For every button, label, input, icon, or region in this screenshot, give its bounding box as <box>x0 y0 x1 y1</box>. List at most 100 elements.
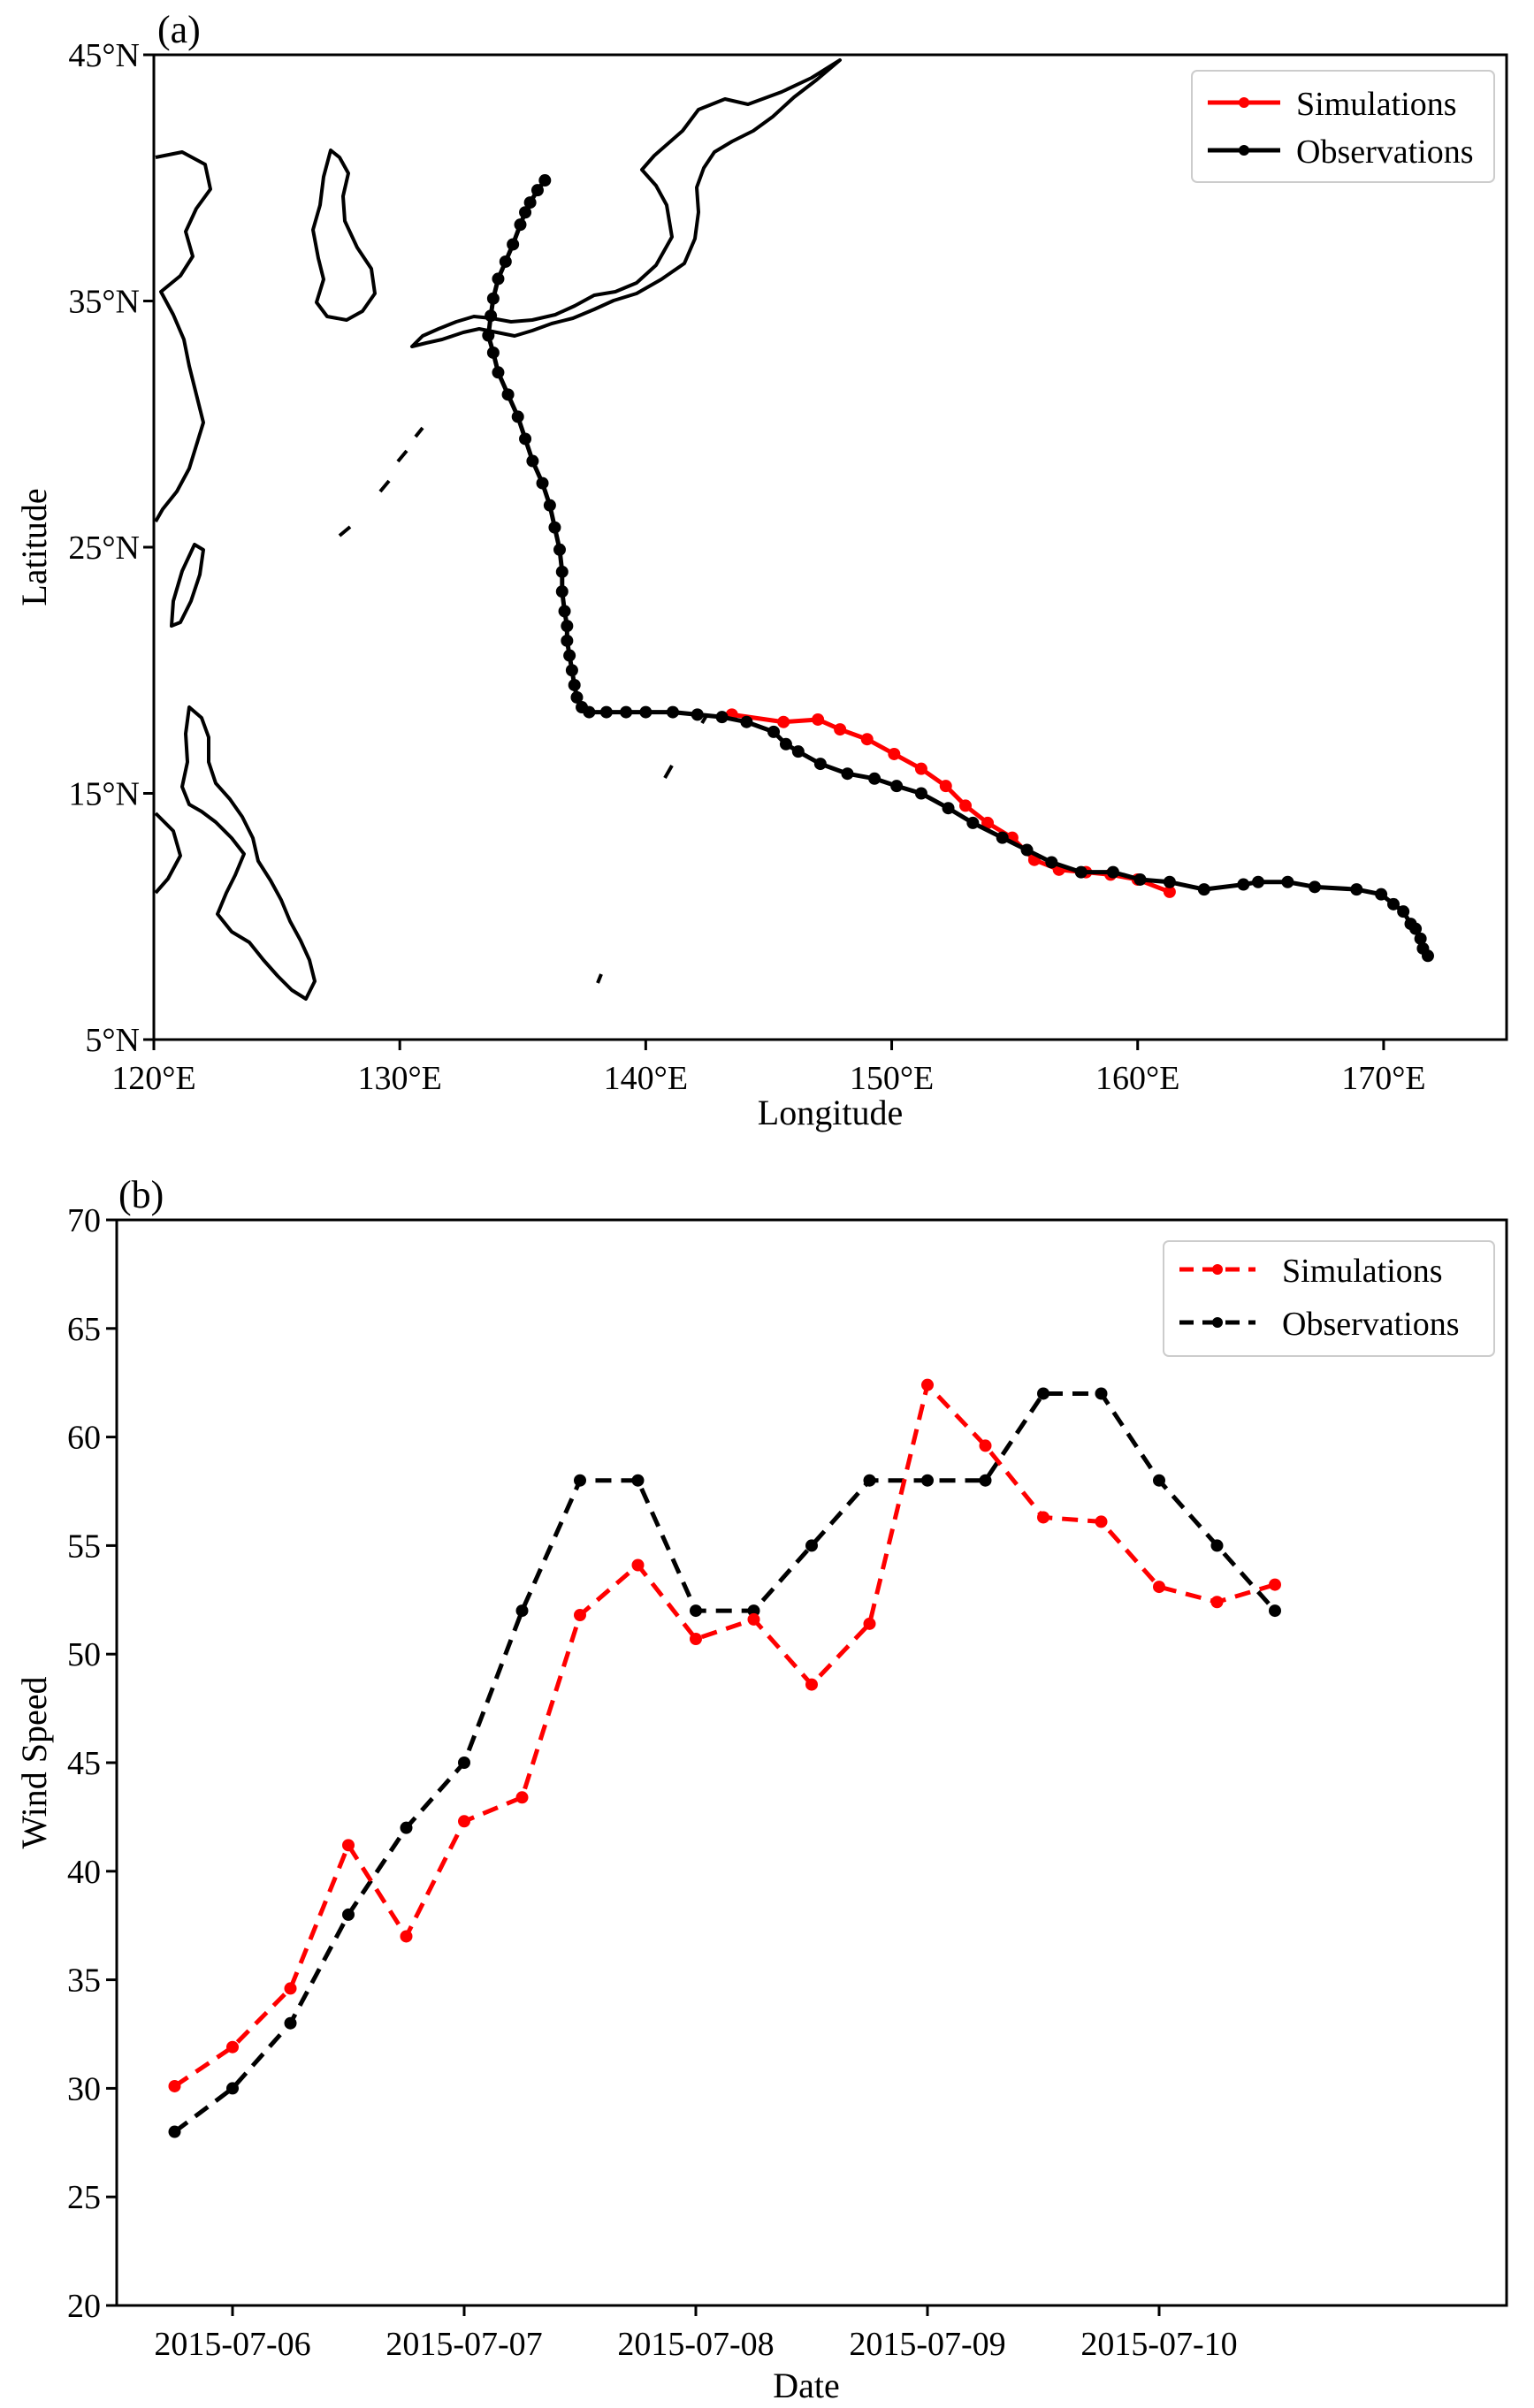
panel-a-label: (a) <box>157 8 201 51</box>
b-point-simulations <box>226 2040 239 2054</box>
b-point-observations <box>515 1604 529 1618</box>
a-track-point-observations <box>868 772 881 785</box>
b-point-simulations <box>805 1678 818 1691</box>
panel-a-ylabel: Latitude <box>14 488 54 606</box>
a-track-point-observations <box>561 620 574 633</box>
coast-philippines <box>180 705 317 1001</box>
b-point-simulations <box>863 1617 876 1630</box>
a-track-point-observations <box>1197 883 1210 896</box>
a-x-tick-label: 140°E <box>604 1060 688 1097</box>
b-point-simulations <box>631 1558 645 1572</box>
a-track-point-observations <box>570 690 584 704</box>
panel-b-label: (b) <box>118 1173 164 1216</box>
a-y-tick-label: 45°N <box>68 37 140 74</box>
a-track-point-observations <box>779 737 792 751</box>
a-track-point-simulations <box>981 816 995 829</box>
b-point-simulations <box>574 1608 586 1621</box>
a-track-point-observations <box>543 499 556 512</box>
panel-a-y-ticks: 5°N 15°N 25°N 35°N 45°N <box>68 37 154 1059</box>
coast-china <box>154 150 212 522</box>
a-track-point-observations <box>890 780 904 793</box>
b-y-tick-label: 30 <box>67 2070 101 2107</box>
a-track-point-observations <box>536 476 549 490</box>
b-point-simulations <box>458 1815 470 1828</box>
b-x-tick-label: 2015-07-06 <box>154 2326 310 2363</box>
b-point-observations <box>747 1604 760 1618</box>
b-point-simulations <box>342 1839 355 1852</box>
b-point-observations <box>458 1756 470 1769</box>
b-point-simulations <box>400 1930 413 1943</box>
b-point-simulations <box>1269 1578 1281 1591</box>
map-coastlines <box>154 58 842 1001</box>
a-track-point-observations <box>523 196 537 210</box>
b-point-simulations <box>284 1982 297 1995</box>
panel-a-xlabel: Longitude <box>758 1093 903 1132</box>
b-point-simulations <box>1037 1511 1049 1524</box>
a-y-tick-label: 5°N <box>85 1022 140 1059</box>
a-track-point-observations <box>1404 918 1417 931</box>
a-x-tick-label: 160°E <box>1095 1060 1179 1097</box>
a-track-point-simulations <box>1163 885 1176 898</box>
a-track-point-observations <box>482 329 495 342</box>
panel-b-xlabel: Date <box>773 2366 840 2405</box>
a-track-point-observations <box>1106 865 1119 879</box>
b-point-observations <box>805 1539 818 1552</box>
a-track-point-observations <box>639 705 653 719</box>
a-track-point-observations <box>740 715 753 728</box>
a-track-point-observations <box>767 725 781 738</box>
b-y-tick-label: 55 <box>67 1528 101 1565</box>
a-track-point-observations <box>666 705 679 719</box>
a-track-point-observations <box>1309 880 1322 894</box>
a-track-point-simulations <box>860 733 874 746</box>
legend-a-obs-label: Observations <box>1296 133 1474 171</box>
a-track-point-observations <box>1416 941 1430 955</box>
legend-a-box <box>1191 70 1495 183</box>
panel-a-frame <box>152 53 1508 1041</box>
a-track-point-observations <box>519 206 532 219</box>
a-track-point-observations <box>1397 905 1410 918</box>
a-track-point-observations <box>942 802 955 815</box>
b-point-simulations <box>747 1612 760 1626</box>
b-y-tick-label: 65 <box>67 1311 101 1348</box>
a-track-point-observations <box>511 410 524 423</box>
panel-a-series <box>482 174 1434 963</box>
legend-b-obs-marker <box>1212 1317 1223 1328</box>
a-track-point-observations <box>1281 875 1294 888</box>
legend-b-sim-marker <box>1212 1264 1223 1275</box>
b-x-tick-label: 2015-07-08 <box>617 2326 774 2363</box>
b-point-observations <box>226 2082 239 2095</box>
a-y-tick-label: 15°N <box>68 776 140 813</box>
a-track-point-observations <box>791 745 805 758</box>
panel-a: (a) 120°E 130°E 140°E 150°E 160°E 170°E 5°N 15… <box>14 8 1508 1132</box>
a-track-point-observations <box>486 346 500 359</box>
b-point-observations <box>168 2125 181 2138</box>
b-point-observations <box>1269 1604 1281 1618</box>
a-track-point-observations <box>1074 865 1088 879</box>
a-x-tick-label: 130°E <box>357 1060 441 1097</box>
b-point-observations <box>631 1474 645 1487</box>
a-track-point-observations <box>561 634 574 647</box>
a-track-point-observations <box>715 711 729 724</box>
legend-b-obs-label: Observations <box>1282 1306 1460 1343</box>
b-y-tick-label: 40 <box>67 1854 101 1891</box>
b-y-tick-label: 20 <box>67 2288 101 2325</box>
panel-b-series <box>168 1378 1281 2138</box>
b-point-observations <box>979 1474 992 1487</box>
a-track-point-observations <box>563 649 576 662</box>
a-track-point-observations <box>841 767 854 781</box>
a-track-point-simulations <box>959 799 972 812</box>
a-track-point-observations <box>507 238 520 251</box>
a-track-point-observations <box>1020 843 1034 857</box>
coast-japan <box>410 58 842 348</box>
b-y-tick-label: 50 <box>67 1636 101 1673</box>
b-y-tick-label: 35 <box>67 1962 101 2000</box>
b-point-simulations <box>1095 1515 1108 1528</box>
legend-b-box <box>1163 1240 1495 1357</box>
b-point-observations <box>1210 1539 1224 1552</box>
b-point-observations <box>1153 1474 1165 1487</box>
a-track-point-observations <box>492 272 505 286</box>
a-track-point-observations <box>813 758 827 771</box>
a-track-point-observations <box>1375 888 1388 901</box>
a-track-point-observations <box>1252 875 1265 888</box>
